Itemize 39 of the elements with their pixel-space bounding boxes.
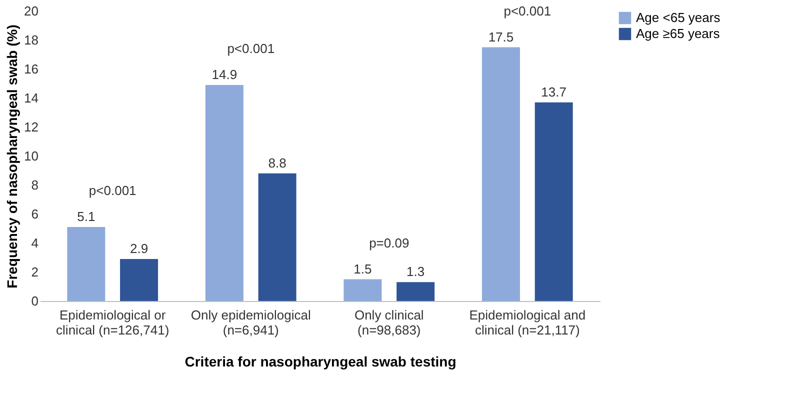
bar [67, 227, 106, 301]
annotation: p<0.001 [227, 40, 275, 56]
legend-label: Age ≥65 years [636, 26, 720, 41]
data-label: 1.5 [354, 261, 372, 276]
x-tick-label: Epidemiological and clinical (n=21,117) [469, 308, 586, 338]
x-axis-title: Criteria for nasopharyngeal swab testing [184, 354, 456, 370]
bar [396, 282, 435, 301]
data-label: 1.3 [406, 264, 425, 280]
x-tick-label: Epidemiological or clinical (n=126,741) [56, 308, 170, 338]
x-tick-label: Only clinical (n=98,683) [354, 308, 424, 338]
data-label: 8.8 [268, 155, 286, 170]
y-tick-label: 2 [31, 264, 38, 280]
bar [344, 279, 382, 301]
bar [482, 47, 520, 301]
legend-label: Age <65 years [636, 10, 721, 25]
bar [534, 102, 573, 301]
bar [258, 173, 296, 301]
data-label: 5.1 [77, 209, 96, 224]
annotation: p=0.09 [369, 235, 410, 250]
y-tick-label: 8 [31, 178, 38, 192]
x-tick-label: Only epidemiological (n=6,941) [190, 308, 311, 338]
bar [120, 258, 158, 301]
y-tick-label: 16 [24, 62, 38, 76]
data-label: 14.9 [212, 66, 238, 82]
y-axis-title: Frequency of nasopharyngeal swab (%) [4, 24, 20, 288]
data-label: 13.7 [541, 84, 566, 100]
y-tick-label: 6 [31, 206, 38, 222]
y-tick-label: 0 [31, 294, 38, 308]
data-label: 2.9 [130, 240, 148, 256]
y-tick-label: 18 [24, 32, 38, 48]
y-tick-label: 14 [24, 90, 38, 106]
annotation: p<0.001 [504, 3, 552, 18]
data-label: 17.5 [488, 29, 514, 44]
y-tick-label: 12 [24, 120, 38, 134]
y-tick-label: 4 [31, 236, 38, 250]
bar [205, 84, 244, 301]
y-tick-label: 20 [24, 4, 38, 18]
annotation: p<0.001 [88, 183, 136, 198]
y-tick-label: 10 [24, 148, 38, 164]
